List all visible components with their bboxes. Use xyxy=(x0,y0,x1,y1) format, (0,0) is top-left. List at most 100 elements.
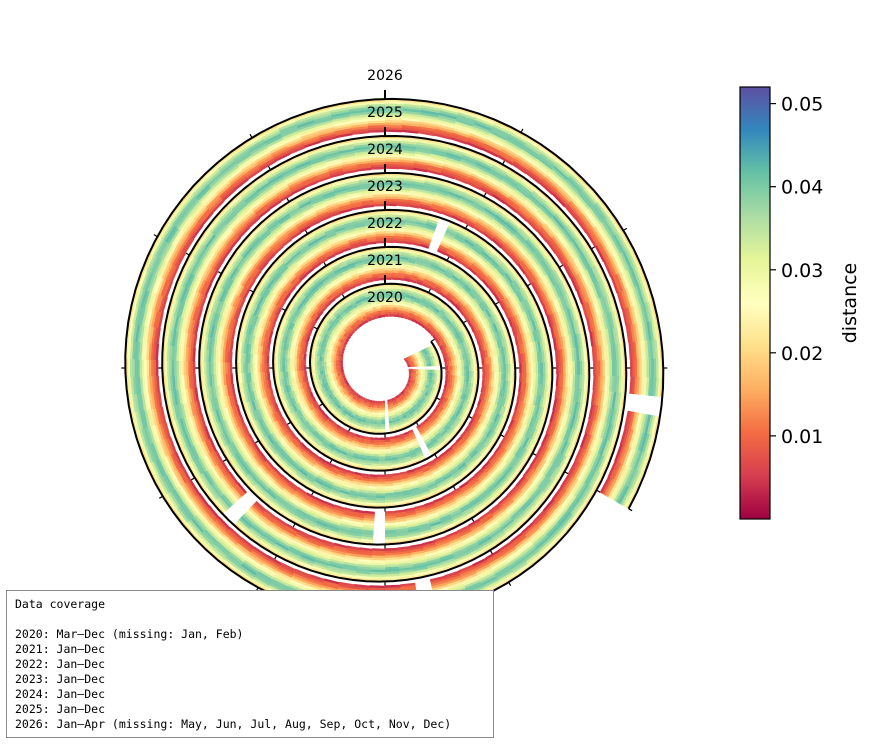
spiral-cell xyxy=(352,321,358,326)
spiral-cell xyxy=(316,436,324,444)
spiral-cell xyxy=(441,396,447,403)
spiral-cell xyxy=(318,434,326,442)
spiral-cell xyxy=(413,369,417,372)
spiral-cell xyxy=(349,414,355,419)
spiral-cell xyxy=(416,315,422,321)
spiral-cell xyxy=(417,399,422,404)
spiral-cell xyxy=(358,323,363,328)
spiral-cell xyxy=(379,437,385,441)
spiral-cell xyxy=(331,421,338,427)
spiral-cell xyxy=(428,394,433,400)
spiral-cell xyxy=(345,389,350,394)
spiral-cell xyxy=(380,300,386,304)
spiral-cell xyxy=(450,315,456,322)
spiral-cell xyxy=(332,310,339,316)
spiral-cell xyxy=(404,436,411,441)
spiral-cell xyxy=(323,361,327,366)
spiral-cell xyxy=(355,401,360,406)
spiral-cell xyxy=(301,407,307,415)
spiral-cell xyxy=(426,299,433,305)
spiral-cell xyxy=(463,341,468,349)
spiral-cell xyxy=(384,439,391,443)
spiral-cell xyxy=(384,419,389,423)
spiral-cell xyxy=(432,407,439,414)
spiral-cell xyxy=(455,318,462,326)
spiral-cell xyxy=(401,288,408,293)
spiral-cell xyxy=(429,369,433,374)
spiral-cell xyxy=(417,426,423,432)
spiral-cell xyxy=(317,388,322,395)
spiral-cell xyxy=(419,430,426,436)
spiral-cell xyxy=(344,329,350,334)
spiral-cell xyxy=(413,400,419,405)
spiral-cell xyxy=(418,441,426,447)
spiral-cell xyxy=(443,305,450,312)
spiral-cell xyxy=(332,317,339,323)
spiral-cell xyxy=(342,320,348,326)
spiral-cell xyxy=(440,315,447,322)
spiral-cell xyxy=(459,323,465,331)
spiral-cell xyxy=(407,417,413,422)
spiral-cell xyxy=(449,389,454,396)
spiral-cell xyxy=(331,402,337,408)
spiral-cell xyxy=(406,406,411,412)
spiral-cell xyxy=(344,429,351,435)
spiral-cell xyxy=(318,361,322,366)
spiral-cell xyxy=(304,420,311,428)
spiral-cell xyxy=(337,308,344,314)
spiral-cell xyxy=(334,434,342,441)
spiral-cell xyxy=(451,313,458,321)
spiral-cell xyxy=(359,308,365,313)
spiral-cell xyxy=(343,444,350,450)
spiral-cell xyxy=(333,447,341,454)
spiral-cell xyxy=(349,461,358,467)
spiral-cell xyxy=(407,408,413,414)
spiral-cell xyxy=(443,343,448,349)
spiral-cell xyxy=(342,314,348,320)
spiral-cell xyxy=(422,294,430,301)
spiral-cell xyxy=(435,327,441,333)
spiral-cell xyxy=(339,437,347,443)
spiral-cell xyxy=(421,397,426,403)
spiral-cell xyxy=(452,365,456,371)
spiral-cell xyxy=(406,291,413,297)
spiral-cell xyxy=(470,389,476,397)
spiral-cell xyxy=(321,326,327,333)
spiral-cell xyxy=(435,425,443,432)
spiral-cell xyxy=(360,321,366,326)
spiral-cell xyxy=(347,313,353,319)
spiral-cell xyxy=(319,370,323,375)
spiral-cell xyxy=(324,344,330,350)
spiral-cell xyxy=(339,407,345,413)
spiral-cell xyxy=(354,323,359,328)
spiral-cell xyxy=(359,297,366,302)
spiral-cell xyxy=(308,434,316,443)
spiral-cell xyxy=(353,435,360,441)
spiral-cell xyxy=(345,420,351,425)
spiral-cell xyxy=(355,299,362,305)
spiral-cell xyxy=(382,403,385,406)
spiral-cell xyxy=(337,322,344,328)
spiral-cell xyxy=(417,439,425,445)
spiral-cell xyxy=(344,408,350,413)
spiral-cell xyxy=(422,399,428,405)
spiral-cell xyxy=(312,408,319,415)
spiral-cell xyxy=(444,319,450,326)
spiral-cell xyxy=(333,401,339,407)
spiral-cell xyxy=(433,388,438,393)
spiral-cell xyxy=(414,406,419,411)
spiral-cell xyxy=(407,402,413,408)
spiral-cell xyxy=(433,328,439,334)
spiral-cell xyxy=(426,393,431,398)
spiral-cell xyxy=(437,303,444,310)
spiral-cell xyxy=(433,298,441,305)
spiral-cell xyxy=(455,410,461,418)
spiral-cell xyxy=(406,440,413,445)
spiral-cell xyxy=(418,303,425,309)
spiral-cell xyxy=(382,407,385,411)
spiral-cell xyxy=(460,406,466,413)
spiral-cell xyxy=(318,425,326,432)
spiral-cell xyxy=(319,388,325,394)
spiral-cell xyxy=(423,325,429,331)
spiral-cell xyxy=(434,423,441,430)
